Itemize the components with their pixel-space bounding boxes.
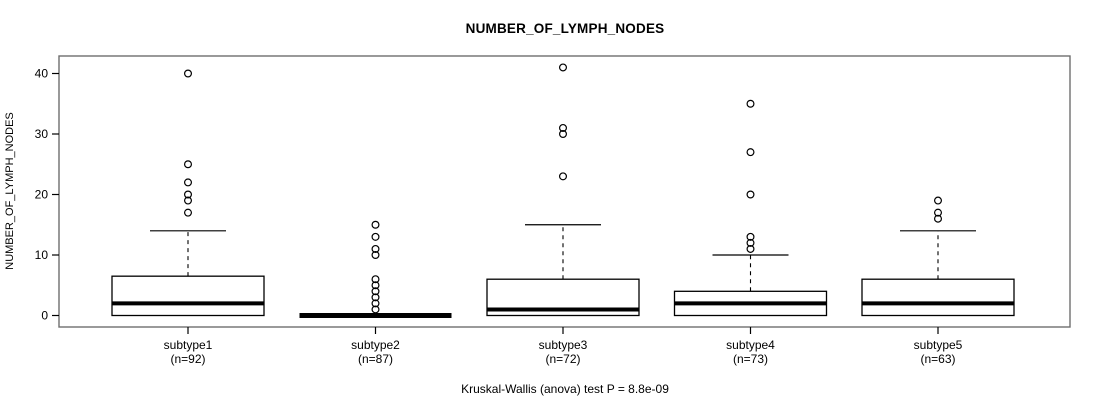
outlier-point: [184, 190, 193, 199]
outlier-point: [933, 196, 942, 205]
statistical-test-annotation: Kruskal-Wallis (anova) test P = 8.8e-09: [461, 382, 669, 396]
outlier-point: [933, 214, 942, 223]
group-sublabel: (n=63): [920, 352, 955, 366]
outlier-point: [746, 244, 755, 253]
outlier-point: [746, 148, 755, 157]
y-axis-tick-label: 0: [41, 309, 48, 323]
group-sublabel: (n=87): [358, 352, 393, 366]
outlier-point: [371, 275, 380, 284]
iqr-box: [111, 275, 265, 317]
outlier-point: [371, 232, 380, 241]
group-label: subtype5: [914, 338, 963, 352]
y-axis-tick-label: 20: [35, 188, 49, 202]
outlier-point: [371, 251, 380, 260]
group-label: subtype4: [726, 338, 775, 352]
chart-title: NUMBER_OF_LYMPH_NODES: [465, 21, 665, 36]
outlier-point: [371, 287, 380, 296]
outlier-point: [558, 123, 567, 132]
outlier-point: [558, 63, 567, 72]
outlier-point: [184, 160, 193, 169]
outlier-point: [371, 281, 380, 290]
outlier-point: [184, 69, 193, 78]
outlier-point: [558, 130, 567, 139]
outlier-point: [184, 208, 193, 217]
group-sublabel: (n=73): [733, 352, 768, 366]
outlier-point: [371, 220, 380, 229]
outlier-point: [746, 238, 755, 247]
y-axis-tick-label: 30: [35, 127, 49, 141]
outlier-point: [746, 99, 755, 108]
y-axis-tick-label: 40: [35, 67, 49, 81]
outlier-point: [558, 172, 567, 181]
group-sublabel: (n=72): [545, 352, 580, 366]
y-axis-tick-label: 10: [35, 248, 49, 262]
outlier-point: [371, 299, 380, 308]
y-axis-title: NUMBER_OF_LYMPH_NODES: [4, 112, 16, 270]
outlier-point: [371, 244, 380, 253]
group-label: subtype1: [164, 338, 213, 352]
group-label: subtype3: [539, 338, 588, 352]
plot-frame: [58, 55, 1071, 328]
outlier-point: [371, 293, 380, 302]
group-label: subtype2: [351, 338, 400, 352]
iqr-box: [861, 278, 1015, 317]
outlier-point: [371, 305, 380, 314]
outlier-point: [746, 190, 755, 199]
group-sublabel: (n=92): [170, 352, 205, 366]
outlier-point: [184, 178, 193, 187]
outlier-point: [184, 196, 193, 205]
outlier-point: [933, 208, 942, 217]
outlier-point: [746, 232, 755, 241]
